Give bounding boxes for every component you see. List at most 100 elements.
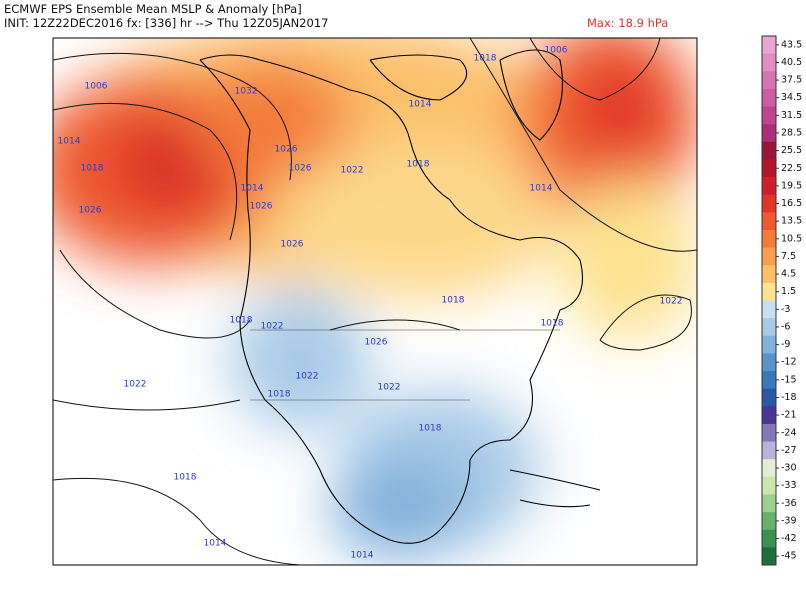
colorbar-label: 4.5 xyxy=(781,269,796,280)
colorbar-label: -42 xyxy=(781,533,797,544)
colorbar-swatch xyxy=(762,388,776,407)
isobar-label: 1026 xyxy=(250,202,273,212)
isobar-label: 1014 xyxy=(409,100,432,110)
colorbar-swatch xyxy=(762,459,776,478)
isobar-label: 1022 xyxy=(124,380,147,390)
colorbar-label: -21 xyxy=(781,410,797,421)
colorbar-swatch xyxy=(762,36,776,54)
colorbar-swatch xyxy=(762,547,776,566)
isobar-labels: 1006 1032 1014 1018 1026 1026 1026 1022 1014 1026… xyxy=(58,46,683,561)
colorbar-label: -6 xyxy=(781,321,790,332)
colorbar-swatch xyxy=(762,476,776,495)
colorbar-label: 13.5 xyxy=(781,216,802,227)
colorbar-swatch xyxy=(762,335,776,354)
colorbar-swatch xyxy=(762,194,776,213)
colorbar-swatch xyxy=(762,247,776,266)
isobar-label: 1014 xyxy=(351,551,374,561)
isobar-label: 1026 xyxy=(79,206,102,216)
colorbar-swatch xyxy=(762,106,776,125)
colorbar-swatch xyxy=(762,494,776,513)
isobar-label: 1006 xyxy=(545,46,568,56)
colorbar: 43.5 40.5 37.5 34.5 31.5 28.5 25.5 22.5 19.5 16.5… xyxy=(761,35,802,566)
colorbar-label: -24 xyxy=(781,427,797,438)
isobar-label: 1018 xyxy=(407,160,430,170)
colorbar-swatch xyxy=(762,423,776,442)
isobar-label: 1014 xyxy=(204,539,227,549)
colorbar-label: -27 xyxy=(781,445,797,456)
isobars xyxy=(53,38,697,565)
isobar-label: 1026 xyxy=(275,145,298,155)
isobar-label: 1018 xyxy=(541,319,564,329)
colorbar-label: -15 xyxy=(781,374,797,385)
colorbar-label: 1.5 xyxy=(781,286,796,297)
colorbar-swatch xyxy=(762,353,776,372)
isobar-label: 1022 xyxy=(296,372,319,382)
colorbar-swatch xyxy=(762,141,776,160)
colorbar-swatch xyxy=(762,406,776,425)
isobar-label: 1022 xyxy=(660,297,683,307)
colorbar-label: 25.5 xyxy=(781,145,802,156)
colorbar-swatch xyxy=(762,300,776,319)
colorbar-swatch xyxy=(762,512,776,531)
isobar-label: 1026 xyxy=(289,164,312,174)
colorbar-label: 37.5 xyxy=(781,75,802,86)
colorbar-label: 19.5 xyxy=(781,180,802,191)
colorbar-label: 7.5 xyxy=(781,251,796,262)
isobar-label: 1026 xyxy=(281,240,304,250)
isobar-label: 1018 xyxy=(419,424,442,434)
map-frame xyxy=(52,37,698,566)
colorbar-label: 22.5 xyxy=(781,163,802,174)
colorbar-label: 40.5 xyxy=(781,57,802,68)
colorbar-label: -45 xyxy=(781,551,797,562)
isobar-label: 1018 xyxy=(442,296,465,306)
colorbar-swatch xyxy=(762,318,776,337)
init-line: INIT: 12Z22DEC2016 fx: [336] hr --> Thu … xyxy=(4,16,328,30)
colorbar-swatch xyxy=(762,88,776,107)
title: ECMWF EPS Ensemble Mean MSLP & Anomaly [… xyxy=(4,2,302,16)
isobar-label: 1018 xyxy=(268,390,291,400)
anomaly-shading xyxy=(53,38,697,560)
colorbar-label: -39 xyxy=(781,515,797,526)
isobar-label: 1018 xyxy=(81,164,104,174)
isobar-label: 1014 xyxy=(530,184,553,194)
colorbar-swatch xyxy=(762,229,776,248)
colorbar-swatch xyxy=(762,529,776,548)
colorbar-label: -9 xyxy=(781,339,790,350)
colorbar-label: -3 xyxy=(781,304,790,315)
isobar-label: 1018 xyxy=(230,316,253,326)
map: 1006 1032 1014 1018 1026 1026 1026 1022 1014 1026… xyxy=(53,38,697,565)
colorbar-label: -30 xyxy=(781,463,797,474)
colorbar-label: 31.5 xyxy=(781,110,802,121)
isobar-label: 1018 xyxy=(174,473,197,483)
colorbar-swatch xyxy=(762,212,776,231)
colorbar-label: -12 xyxy=(781,357,797,368)
coastlines xyxy=(199,49,601,544)
colorbar-swatch xyxy=(762,441,776,460)
colorbar-label: 34.5 xyxy=(781,92,802,103)
colorbar-swatch xyxy=(762,177,776,195)
colorbar-frame xyxy=(761,35,777,566)
colorbar-swatch xyxy=(762,265,776,284)
colorbar-label: 16.5 xyxy=(781,198,802,209)
isobar-label: 1006 xyxy=(85,82,108,92)
colorbar-label: 28.5 xyxy=(781,127,802,138)
colorbar-swatch xyxy=(762,371,776,389)
colorbar-label: -18 xyxy=(781,392,797,403)
colorbar-swatch xyxy=(762,53,776,72)
isobar-label: 1032 xyxy=(235,87,258,97)
colorbar-swatch xyxy=(762,159,776,178)
isobar-label: 1014 xyxy=(241,184,264,194)
colorbar-swatch xyxy=(762,282,776,301)
isobar-label: 1022 xyxy=(378,383,401,393)
colorbar-label: 10.5 xyxy=(781,233,802,244)
colorbar-swatch xyxy=(762,71,776,90)
max-label: Max: 18.9 hPa xyxy=(587,16,668,30)
isobar-label: 1026 xyxy=(365,338,388,348)
colorbar-label: -33 xyxy=(781,480,797,491)
isobar-label: 1018 xyxy=(474,54,497,64)
colorbar-label: 43.5 xyxy=(781,39,802,50)
isobar-label: 1022 xyxy=(261,322,284,332)
isobar-label: 1022 xyxy=(341,166,364,176)
